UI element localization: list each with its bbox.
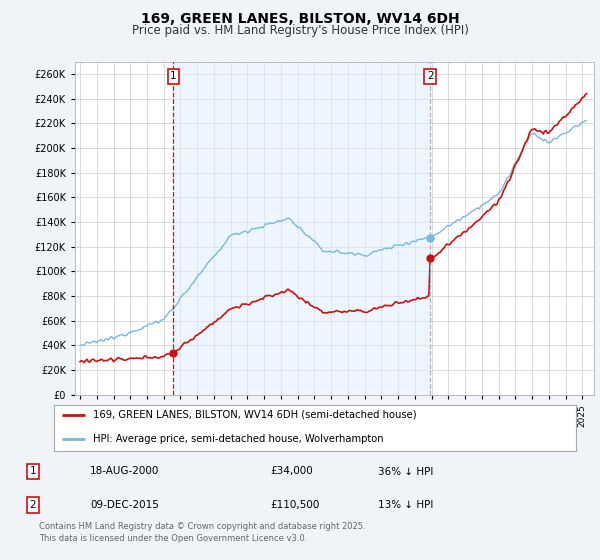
Text: 1: 1	[29, 466, 37, 477]
Text: 09-DEC-2015: 09-DEC-2015	[90, 500, 159, 510]
Text: 2: 2	[427, 72, 434, 81]
Text: 169, GREEN LANES, BILSTON, WV14 6DH (semi-detached house): 169, GREEN LANES, BILSTON, WV14 6DH (sem…	[93, 410, 417, 420]
Text: HPI: Average price, semi-detached house, Wolverhampton: HPI: Average price, semi-detached house,…	[93, 435, 384, 444]
Text: 36% ↓ HPI: 36% ↓ HPI	[378, 466, 433, 477]
Text: £110,500: £110,500	[270, 500, 319, 510]
Text: Price paid vs. HM Land Registry's House Price Index (HPI): Price paid vs. HM Land Registry's House …	[131, 24, 469, 36]
Text: 13% ↓ HPI: 13% ↓ HPI	[378, 500, 433, 510]
Text: £34,000: £34,000	[270, 466, 313, 477]
Bar	[173, 62, 430, 395]
Text: Contains HM Land Registry data © Crown copyright and database right 2025.
This d: Contains HM Land Registry data © Crown c…	[39, 522, 365, 543]
Text: 18-AUG-2000: 18-AUG-2000	[90, 466, 160, 477]
Text: 2: 2	[29, 500, 37, 510]
Text: 169, GREEN LANES, BILSTON, WV14 6DH: 169, GREEN LANES, BILSTON, WV14 6DH	[140, 12, 460, 26]
Text: 1: 1	[170, 72, 177, 81]
